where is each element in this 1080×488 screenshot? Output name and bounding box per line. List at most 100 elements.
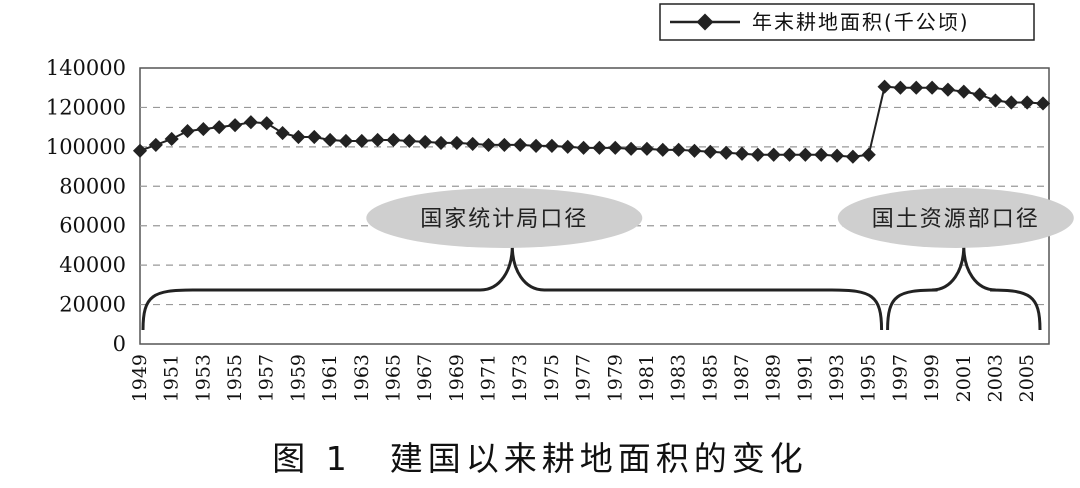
y-tick-label-6: 120000 xyxy=(46,95,126,119)
data-point-1949 xyxy=(132,143,148,158)
data-point-1998 xyxy=(909,80,924,95)
x-tick-label-12: 1973 xyxy=(509,354,531,402)
data-point-1982 xyxy=(655,142,670,157)
data-point-1972 xyxy=(497,137,512,152)
x-tick-label-1: 1951 xyxy=(161,354,183,402)
annotation-brace-0 xyxy=(141,245,884,331)
data-point-1964 xyxy=(370,132,385,148)
x-tick-label-21: 1991 xyxy=(794,354,816,402)
data-point-1955 xyxy=(227,118,243,133)
data-point-1984 xyxy=(687,143,702,158)
data-point-1963 xyxy=(354,133,369,149)
y-tick-label-3: 60000 xyxy=(59,214,126,238)
data-point-1995 xyxy=(861,147,876,162)
chart-canvas: 020000400006000080000100000120000140000 … xyxy=(46,3,1074,402)
x-axis-tick-labels: 1949 1951 1953 1955 1957 1959 1961 1963 1965 1967… xyxy=(129,354,1038,402)
data-point-1967 xyxy=(418,134,433,149)
data-point-1988 xyxy=(750,147,765,162)
x-tick-label-15: 1979 xyxy=(604,354,626,402)
data-point-1951 xyxy=(164,131,179,147)
data-point-1997 xyxy=(893,80,908,95)
x-tick-label-18: 1985 xyxy=(699,354,721,402)
x-tick-label-13: 1975 xyxy=(541,354,563,402)
data-point-1957 xyxy=(259,116,274,131)
x-tick-label-17: 1983 xyxy=(668,354,690,402)
data-point-1966 xyxy=(402,133,417,149)
data-point-1978 xyxy=(592,140,607,155)
data-point-1965 xyxy=(386,132,401,148)
data-point-1996 xyxy=(877,79,892,94)
y-tick-label-5: 100000 xyxy=(46,135,126,159)
data-point-1994 xyxy=(845,149,860,164)
data-point-1986 xyxy=(719,145,734,160)
data-point-1993 xyxy=(829,148,845,163)
annotation-brace-1 xyxy=(886,245,1042,331)
x-tick-label-6: 1961 xyxy=(319,354,341,402)
data-point-1959 xyxy=(291,129,306,145)
annotation-label-1: 国土资源部口径 xyxy=(872,207,1040,232)
x-tick-label-3: 1955 xyxy=(224,354,246,402)
x-tick-label-28: 2005 xyxy=(1016,354,1038,402)
annotation-label-0: 国家统计局口径 xyxy=(420,207,588,232)
x-tick-label-16: 1981 xyxy=(636,354,658,402)
data-point-2002 xyxy=(972,87,987,102)
legend: 年末耕地面积(千公顷) xyxy=(659,3,1035,41)
data-point-1991 xyxy=(798,147,813,162)
data-point-1977 xyxy=(576,140,591,155)
data-point-2005 xyxy=(1020,95,1035,110)
x-tick-label-27: 2003 xyxy=(984,354,1006,402)
annotations: 国家统计局口径 国土资源部口径 xyxy=(141,188,1074,331)
y-tick-label-1: 20000 xyxy=(59,293,126,317)
data-point-2001 xyxy=(956,84,971,99)
x-tick-label-24: 1997 xyxy=(889,354,911,402)
data-point-1976 xyxy=(560,139,575,154)
data-point-1961 xyxy=(323,132,338,148)
series-line-0 xyxy=(139,85,1044,158)
data-point-1960 xyxy=(307,129,322,145)
data-point-1992 xyxy=(814,147,829,162)
y-tick-label-0: 0 xyxy=(113,332,126,356)
x-tick-label-11: 1971 xyxy=(478,354,500,402)
data-point-1958 xyxy=(275,125,290,141)
x-tick-label-5: 1959 xyxy=(287,354,309,402)
data-point-1971 xyxy=(481,137,496,152)
data-point-1968 xyxy=(433,135,449,150)
data-point-1980 xyxy=(624,141,639,156)
data-point-2004 xyxy=(1004,95,1019,110)
y-axis-tick-labels: 0 20000 40000 60000 80000 100000 120000 140000 xyxy=(46,56,126,356)
x-tick-label-7: 1963 xyxy=(351,354,373,402)
x-tick-label-22: 1993 xyxy=(826,354,848,402)
x-tick-label-0: 1949 xyxy=(129,354,151,402)
data-point-1990 xyxy=(782,147,797,162)
data-point-1974 xyxy=(528,138,544,153)
data-point-1950 xyxy=(148,137,163,152)
data-point-1973 xyxy=(513,137,528,152)
data-point-2000 xyxy=(940,82,956,97)
y-tick-label-4: 80000 xyxy=(59,174,126,198)
data-point-1954 xyxy=(212,120,227,135)
data-point-1956 xyxy=(243,115,258,130)
data-point-1979 xyxy=(608,140,623,155)
annotation-bubble-1 xyxy=(837,188,1074,248)
legend-marker xyxy=(696,13,714,31)
data-point-2003 xyxy=(988,93,1003,108)
x-tick-label-19: 1987 xyxy=(731,354,753,402)
data-point-1975 xyxy=(544,138,559,153)
x-tick-label-26: 2001 xyxy=(953,354,975,402)
x-tick-label-8: 1965 xyxy=(382,354,404,402)
data-point-1953 xyxy=(196,122,211,137)
y-tick-label-2: 40000 xyxy=(59,253,126,277)
data-point-1985 xyxy=(703,144,718,159)
data-point-1989 xyxy=(766,147,781,162)
data-point-1970 xyxy=(465,136,480,151)
x-tick-label-10: 1969 xyxy=(446,354,468,402)
x-tick-label-23: 1995 xyxy=(858,354,880,402)
data-point-1983 xyxy=(671,142,686,157)
legend-label: 年末耕地面积(千公顷) xyxy=(752,10,970,34)
data-point-1987 xyxy=(734,146,750,161)
x-tick-label-14: 1977 xyxy=(573,354,595,402)
data-point-1999 xyxy=(925,80,940,95)
x-tick-label-2: 1953 xyxy=(192,354,214,402)
data-point-1969 xyxy=(449,135,464,150)
data-point-1981 xyxy=(639,141,655,156)
